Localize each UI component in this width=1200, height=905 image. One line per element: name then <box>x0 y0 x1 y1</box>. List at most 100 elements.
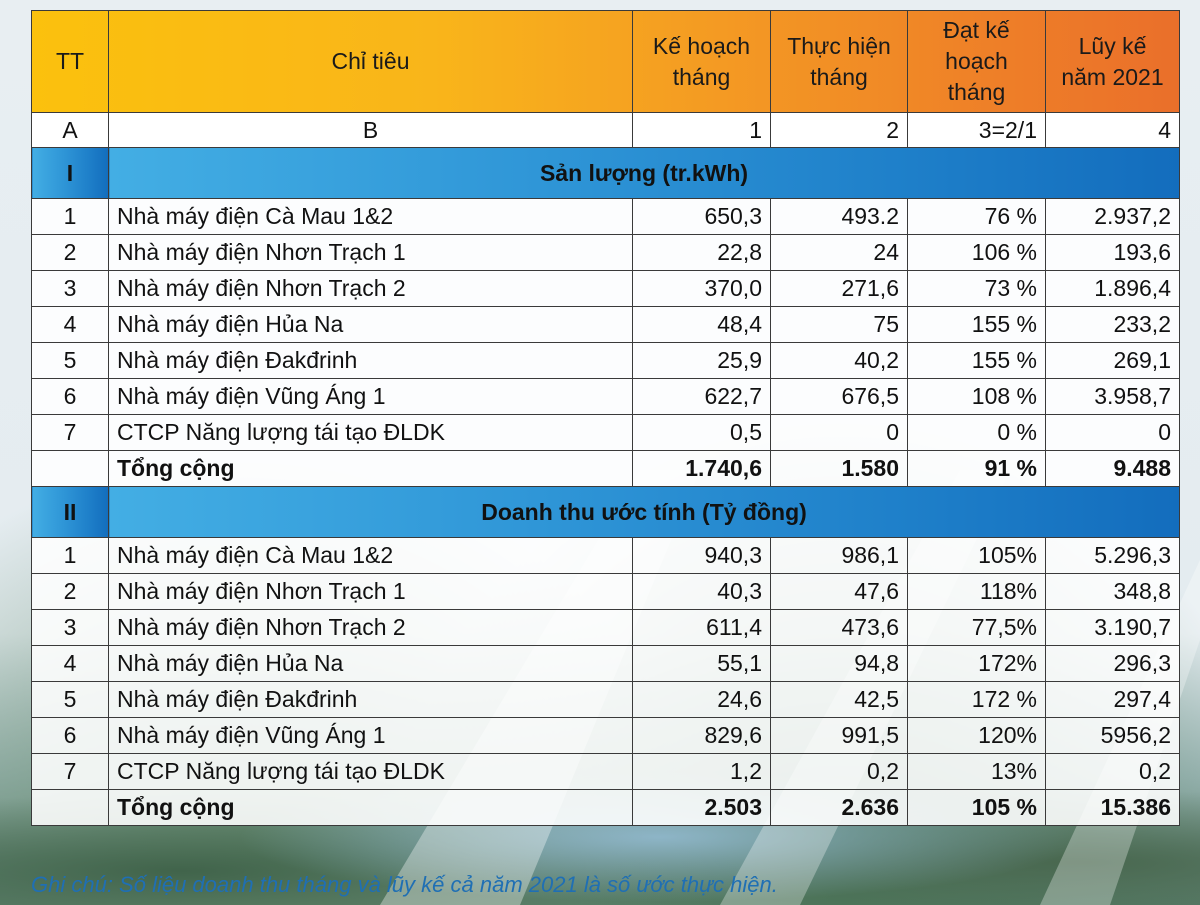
section-title: Sản lượng (tr.kWh) <box>108 147 1180 199</box>
row-actual: 493.2 <box>770 198 908 235</box>
header-ke-hoach-line: Kế hoạch <box>652 32 751 59</box>
header-thuc-hien: Thực hiện tháng <box>770 10 908 113</box>
row-name: Nhà máy điện Đakđrinh <box>108 342 633 379</box>
header-ke-hoach: Kế hoạch tháng <box>632 10 771 113</box>
row-plan: 1,2 <box>632 753 771 790</box>
total-plan: 1.740,6 <box>632 450 771 487</box>
row-cum: 5.296,3 <box>1045 537 1180 574</box>
header-thuc-hien-line: tháng <box>810 63 868 90</box>
table-row: 4 Nhà máy điện Hủa Na 48,4 75 155 % 233,… <box>31 306 1180 343</box>
total-tt-empty <box>31 450 109 487</box>
table-row: 4 Nhà máy điện Hủa Na 55,1 94,8 172% 296… <box>31 645 1180 682</box>
row-pct: 77,5% <box>907 609 1046 646</box>
header-luy-ke: Lũy kế năm 2021 <box>1045 10 1180 113</box>
column-index: 1 <box>632 112 771 148</box>
total-pct: 91 % <box>907 450 1046 487</box>
row-tt: 5 <box>31 342 109 379</box>
total-cum: 15.386 <box>1045 789 1180 826</box>
total-actual: 2.636 <box>770 789 908 826</box>
header-ke-hoach-line: tháng <box>672 63 731 90</box>
header-dat-ke-hoach-line: tháng <box>947 79 1006 105</box>
row-plan: 370,0 <box>632 270 771 307</box>
report-table: TT Chỉ tiêu Kế hoạch tháng Thực hiện thá… <box>31 10 1180 826</box>
row-plan: 940,3 <box>632 537 771 574</box>
row-cum: 348,8 <box>1045 573 1180 610</box>
row-cum: 2.937,2 <box>1045 198 1180 235</box>
row-actual: 24 <box>770 234 908 271</box>
row-plan: 650,3 <box>632 198 771 235</box>
row-tt: 5 <box>31 681 109 718</box>
row-tt: 4 <box>31 306 109 343</box>
row-tt: 6 <box>31 378 109 415</box>
row-actual: 40,2 <box>770 342 908 379</box>
row-tt: 1 <box>31 537 109 574</box>
row-tt: 6 <box>31 717 109 754</box>
table-row: 1 Nhà máy điện Cà Mau 1&2 650,3 493.2 76… <box>31 198 1180 235</box>
row-plan: 829,6 <box>632 717 771 754</box>
column-index-row: A B 1 2 3=2/1 4 <box>31 112 1180 148</box>
table-row: 5 Nhà máy điện Đakđrinh 24,6 42,5 172 % … <box>31 681 1180 718</box>
row-pct: 106 % <box>907 234 1046 271</box>
row-cum: 193,6 <box>1045 234 1180 271</box>
table-row: 7 CTCP Năng lượng tái tạo ĐLDK 1,2 0,2 1… <box>31 753 1180 790</box>
row-cum: 5956,2 <box>1045 717 1180 754</box>
total-row: Tổng cộng 1.740,6 1.580 91 % 9.488 <box>31 450 1180 487</box>
row-plan: 22,8 <box>632 234 771 271</box>
column-index: B <box>108 112 633 148</box>
row-name: Nhà máy điện Vũng Áng 1 <box>108 717 633 754</box>
row-pct: 76 % <box>907 198 1046 235</box>
header-row: TT Chỉ tiêu Kế hoạch tháng Thực hiện thá… <box>31 10 1180 113</box>
row-tt: 2 <box>31 234 109 271</box>
row-actual: 271,6 <box>770 270 908 307</box>
row-pct: 120% <box>907 717 1046 754</box>
row-actual: 0 <box>770 414 908 451</box>
row-plan: 40,3 <box>632 573 771 610</box>
row-plan: 0,5 <box>632 414 771 451</box>
section-id: II <box>31 486 109 538</box>
column-index: 2 <box>770 112 908 148</box>
row-actual: 676,5 <box>770 378 908 415</box>
row-actual: 47,6 <box>770 573 908 610</box>
row-plan: 611,4 <box>632 609 771 646</box>
row-name: Nhà máy điện Nhơn Trạch 2 <box>108 270 633 307</box>
header-thuc-hien-line: Thực hiện <box>787 32 891 59</box>
row-tt: 3 <box>31 609 109 646</box>
row-tt: 4 <box>31 645 109 682</box>
row-pct: 155 % <box>907 342 1046 379</box>
row-name: CTCP Năng lượng tái tạo ĐLDK <box>108 753 633 790</box>
total-row: Tổng cộng 2.503 2.636 105 % 15.386 <box>31 789 1180 826</box>
row-actual: 42,5 <box>770 681 908 718</box>
header-dat-ke-hoach-line: Đạt kế <box>943 17 1010 43</box>
row-name: Nhà máy điện Đakđrinh <box>108 681 633 718</box>
table-row: 3 Nhà máy điện Nhơn Trạch 2 611,4 473,6 … <box>31 609 1180 646</box>
total-tt-empty <box>31 789 109 826</box>
table-row: 2 Nhà máy điện Nhơn Trạch 1 40,3 47,6 11… <box>31 573 1180 610</box>
row-plan: 48,4 <box>632 306 771 343</box>
row-actual: 94,8 <box>770 645 908 682</box>
footnote: Ghi chú: Số liệu doanh thu tháng và lũy … <box>31 872 778 897</box>
row-name: Nhà máy điện Cà Mau 1&2 <box>108 198 633 235</box>
total-name: Tổng cộng <box>108 450 633 487</box>
row-cum: 296,3 <box>1045 645 1180 682</box>
row-pct: 155 % <box>907 306 1046 343</box>
row-plan: 24,6 <box>632 681 771 718</box>
row-name: Nhà máy điện Nhơn Trạch 1 <box>108 573 633 610</box>
header-dat-ke-hoach-line: hoạch <box>945 48 1008 74</box>
row-name: Nhà máy điện Cà Mau 1&2 <box>108 537 633 574</box>
row-cum: 0,2 <box>1045 753 1180 790</box>
total-cum: 9.488 <box>1045 450 1180 487</box>
row-name: CTCP Năng lượng tái tạo ĐLDK <box>108 414 633 451</box>
table-row: 3 Nhà máy điện Nhơn Trạch 2 370,0 271,6 … <box>31 270 1180 307</box>
total-actual: 1.580 <box>770 450 908 487</box>
table-row: 7 CTCP Năng lượng tái tạo ĐLDK 0,5 0 0 %… <box>31 414 1180 451</box>
row-plan: 25,9 <box>632 342 771 379</box>
row-cum: 269,1 <box>1045 342 1180 379</box>
section-header-san-luong: I Sản lượng (tr.kWh) <box>31 147 1180 199</box>
row-tt: 2 <box>31 573 109 610</box>
row-tt: 7 <box>31 414 109 451</box>
header-dat-ke-hoach: Đạt kế hoạch tháng <box>907 10 1046 113</box>
column-index: A <box>31 112 109 148</box>
row-name: Nhà máy điện Nhơn Trạch 1 <box>108 234 633 271</box>
row-pct: 172% <box>907 645 1046 682</box>
total-pct: 105 % <box>907 789 1046 826</box>
